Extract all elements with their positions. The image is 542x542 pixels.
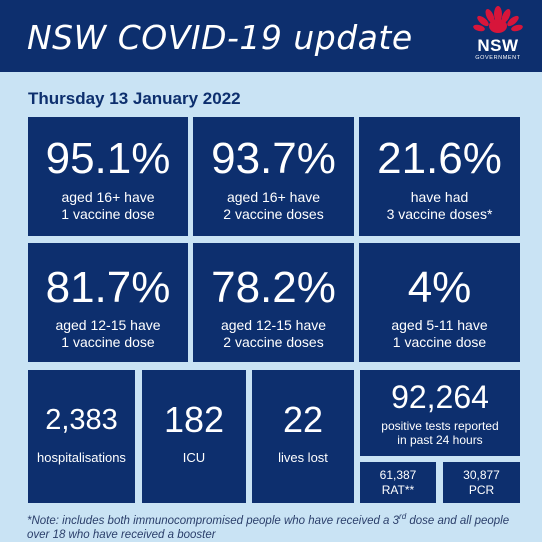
- vaccination-description-line2: 2 vaccine doses: [223, 206, 324, 222]
- vaccination-percentage: 4%: [407, 263, 472, 312]
- vaccination-description-line1: aged 12-15 have: [55, 317, 161, 333]
- vaccination-description-line1: aged 16+ have: [226, 189, 321, 205]
- positive-tests-value: 92,264: [391, 379, 489, 415]
- vaccination-card: 93.7% aged 16+ have 2 vaccine doses: [193, 117, 354, 236]
- vaccination-description-line2: 3 vaccine doses*: [386, 206, 493, 222]
- pcr-label: PCR: [468, 483, 495, 497]
- vaccination-description-line2: 1 vaccine dose: [392, 334, 487, 350]
- vaccination-card: 95.1% aged 16+ have 1 vaccine dose: [28, 117, 188, 236]
- icu-value: 182: [163, 399, 225, 440]
- vaccination-description-line2: 2 vaccine doses: [223, 334, 324, 350]
- logo-government-text: GOVERNMENT: [475, 55, 521, 61]
- vaccination-description-line2: 1 vaccine dose: [61, 206, 155, 222]
- lives-lost-value: 22: [282, 399, 324, 440]
- vaccination-card: 21.6% have had 3 vaccine doses*: [359, 117, 520, 236]
- pcr-value: 30,877: [463, 468, 500, 482]
- footnote: *Note: includes both immunocompromised p…: [27, 510, 527, 542]
- vaccination-percentage: 95.1%: [45, 134, 171, 183]
- vaccination-description-line1: aged 16+ have: [61, 189, 155, 205]
- logo-nsw-text: NSW: [477, 36, 519, 55]
- positive-tests-label-line1: positive tests reported: [381, 419, 499, 433]
- report-date: Thursday 13 January 2022: [28, 89, 241, 108]
- page-title: NSW COVID-19 update: [27, 18, 413, 57]
- vaccination-description-line2: 1 vaccine dose: [61, 334, 155, 350]
- lives-lost-card: 22 lives lost: [252, 370, 354, 503]
- footnote-text-part1: *Note: includes both immunocompromised p…: [27, 514, 400, 527]
- hospitalisations-card: 2,383 hospitalisations: [28, 370, 135, 503]
- nsw-government-logo: NSW GOVERNMENT: [468, 4, 528, 68]
- vaccination-description-line1: aged 5-11 have: [391, 317, 488, 333]
- icu-label: ICU: [182, 450, 206, 465]
- hospitalisations-value: 2,383: [45, 404, 118, 436]
- icu-card: 182 ICU: [142, 370, 246, 503]
- hospitalisations-label: hospitalisations: [37, 450, 126, 465]
- vaccination-description-line1: have had: [410, 189, 469, 205]
- rat-value: 61,387: [379, 468, 417, 482]
- vaccination-percentage: 93.7%: [211, 134, 336, 183]
- footnote-text-part2: dose and all people over 18 who have rec…: [27, 514, 510, 541]
- vaccination-percentage: 78.2%: [211, 263, 336, 312]
- pcr-card: 30,877 PCR: [443, 462, 520, 503]
- vaccination-card: 4% aged 5-11 have 1 vaccine dose: [359, 243, 520, 362]
- footnote-superscript: rd: [399, 512, 407, 521]
- vaccination-percentage: 21.6%: [377, 134, 502, 183]
- rat-label: RAT**: [381, 483, 415, 497]
- vaccination-card: 78.2% aged 12-15 have 2 vaccine doses: [193, 243, 354, 362]
- lives-lost-label: lives lost: [278, 450, 328, 465]
- positive-tests-label-line2: in past 24 hours: [397, 433, 483, 447]
- positive-tests-card: 92,264 positive tests reported in past 2…: [360, 370, 520, 456]
- vaccination-percentage: 81.7%: [45, 263, 171, 312]
- waratah-flower-icon: [473, 6, 523, 33]
- rat-card: 61,387 RAT**: [360, 462, 436, 503]
- header-banner: NSW COVID-19 update NSW GOVERNMENT: [0, 0, 542, 72]
- vaccination-description-line1: aged 12-15 have: [220, 317, 327, 333]
- vaccination-card: 81.7% aged 12-15 have 1 vaccine dose: [28, 243, 188, 362]
